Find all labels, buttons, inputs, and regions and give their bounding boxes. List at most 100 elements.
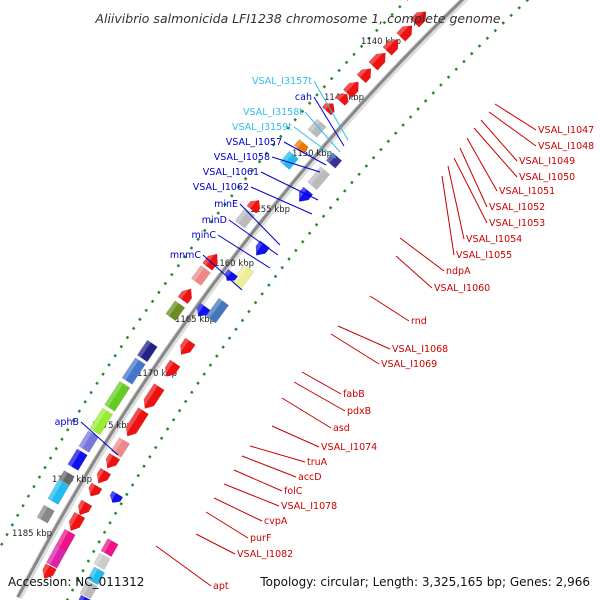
gene-highlight xyxy=(104,381,124,408)
gene-highlight xyxy=(161,359,174,376)
kbp-label: 1160 kbp xyxy=(214,259,254,269)
kbp-label: 1140 kbp xyxy=(361,37,401,47)
gene-arrow xyxy=(202,253,218,271)
gene-highlight xyxy=(110,437,123,454)
gene-arrow xyxy=(68,511,86,532)
gene-arrow xyxy=(230,264,255,290)
gene-arrow xyxy=(190,265,211,286)
gene-highlight xyxy=(37,505,48,520)
gene-label-text: apt xyxy=(213,581,229,592)
leader-line xyxy=(205,511,249,539)
gene-highlight xyxy=(382,35,398,51)
gene-arrow xyxy=(105,452,121,469)
gene-arrow xyxy=(177,288,193,305)
gene-highlight xyxy=(78,430,92,449)
gene-label-text: fabB xyxy=(343,389,365,400)
leader-line xyxy=(441,175,455,256)
gene-highlight xyxy=(307,166,324,185)
gene-label: VSAL_I1082 xyxy=(237,549,293,560)
leader-line xyxy=(260,171,319,201)
leader-line xyxy=(494,103,537,131)
leader-line xyxy=(213,497,263,522)
gene-label: apt xyxy=(213,581,229,592)
gene-label-text: folC xyxy=(284,486,303,497)
gene-label: rnd xyxy=(411,316,427,327)
gene-arrow xyxy=(47,479,70,505)
gene-label-text: minD xyxy=(202,215,227,226)
gene-label: minE xyxy=(214,199,238,210)
gene-label: ndpA xyxy=(446,266,471,277)
leader-line xyxy=(459,147,488,208)
gene-label: purF xyxy=(250,533,271,544)
gene-feature xyxy=(36,504,55,524)
gene-arrow xyxy=(45,544,67,569)
gene-highlight xyxy=(137,340,151,358)
gene-arrow xyxy=(246,200,261,214)
gene-highlight xyxy=(67,448,81,467)
leader-line xyxy=(271,425,320,448)
gene-label-text: VSAL_I1047 xyxy=(538,125,594,136)
gene-label-text: truA xyxy=(307,457,328,468)
gene-arrow xyxy=(396,25,413,42)
gene-label-text: VSAL_I1052 xyxy=(489,202,545,213)
gene-label-text: ndpA xyxy=(446,266,471,277)
gene-feature xyxy=(190,265,211,286)
gene-arrow xyxy=(77,499,93,516)
kbp-mark: 1155 kbp xyxy=(250,205,290,215)
gene-feature xyxy=(356,64,372,84)
leader-line xyxy=(241,455,297,478)
gene-feature xyxy=(79,580,98,599)
gene-feature xyxy=(234,207,255,229)
gene-arrow xyxy=(100,538,119,557)
gene-feature xyxy=(325,152,343,169)
gene-highlight xyxy=(322,99,332,110)
gene-arrow xyxy=(136,339,158,363)
gene-label-text: VSAL_I3158t xyxy=(243,107,303,118)
gene-label-text: VSAL_I1061 xyxy=(203,167,259,178)
gene-label: VSAL_I1053 xyxy=(489,218,545,229)
gene-highlight xyxy=(336,90,346,101)
gene-arrow xyxy=(382,39,399,56)
gene-feature xyxy=(202,250,218,271)
gene-feature xyxy=(396,21,413,42)
leader-line xyxy=(453,157,488,224)
kbp-label: 1150 kbp xyxy=(292,149,332,159)
gene-label: VSAL_I1062 xyxy=(193,182,249,193)
gene-label-text: purF xyxy=(250,533,271,544)
gene-feature xyxy=(102,452,121,469)
gene-arrow xyxy=(89,407,114,436)
gene-label-text: VSAL_I3159t xyxy=(232,122,292,133)
kbp-mark: 1175 kbp xyxy=(92,421,132,431)
gene-label-text: VSAL_I1074 xyxy=(321,442,377,453)
gene-label: cvpA xyxy=(264,516,288,527)
gene-feature xyxy=(161,359,181,377)
gene-arrow xyxy=(180,337,196,355)
gene-label: VSAL_I1049 xyxy=(519,156,575,167)
gene-label-text: VSAL_I1062 xyxy=(193,182,249,193)
gene-highlight xyxy=(205,298,223,319)
gene-label-text: VSAL_I1050 xyxy=(519,172,575,183)
gene-arrow xyxy=(279,150,299,170)
leader-line xyxy=(228,219,279,256)
gene-highlight xyxy=(307,118,321,133)
gene-label: VSAL_I1054 xyxy=(466,234,522,245)
gene-highlight xyxy=(46,545,60,565)
leader-line xyxy=(293,381,346,412)
leader-line xyxy=(488,111,537,147)
gene-arrow xyxy=(88,482,103,497)
leader-line xyxy=(313,96,345,147)
gene-highlight xyxy=(280,151,293,165)
gene-feature xyxy=(39,563,57,580)
gene-arrow xyxy=(58,470,75,486)
leader-line xyxy=(271,156,321,173)
gene-label: aphB xyxy=(55,417,79,428)
gene-label: VSAL_I1061 xyxy=(203,167,259,178)
gene-feature xyxy=(251,240,270,256)
label-leader-lines xyxy=(80,80,537,587)
gene-label-text: asd xyxy=(333,423,350,434)
gene-label-text: VSAL_I1082 xyxy=(237,549,293,560)
gene-highlight xyxy=(202,250,216,266)
kbp-label: 1170 kbp xyxy=(137,369,177,379)
